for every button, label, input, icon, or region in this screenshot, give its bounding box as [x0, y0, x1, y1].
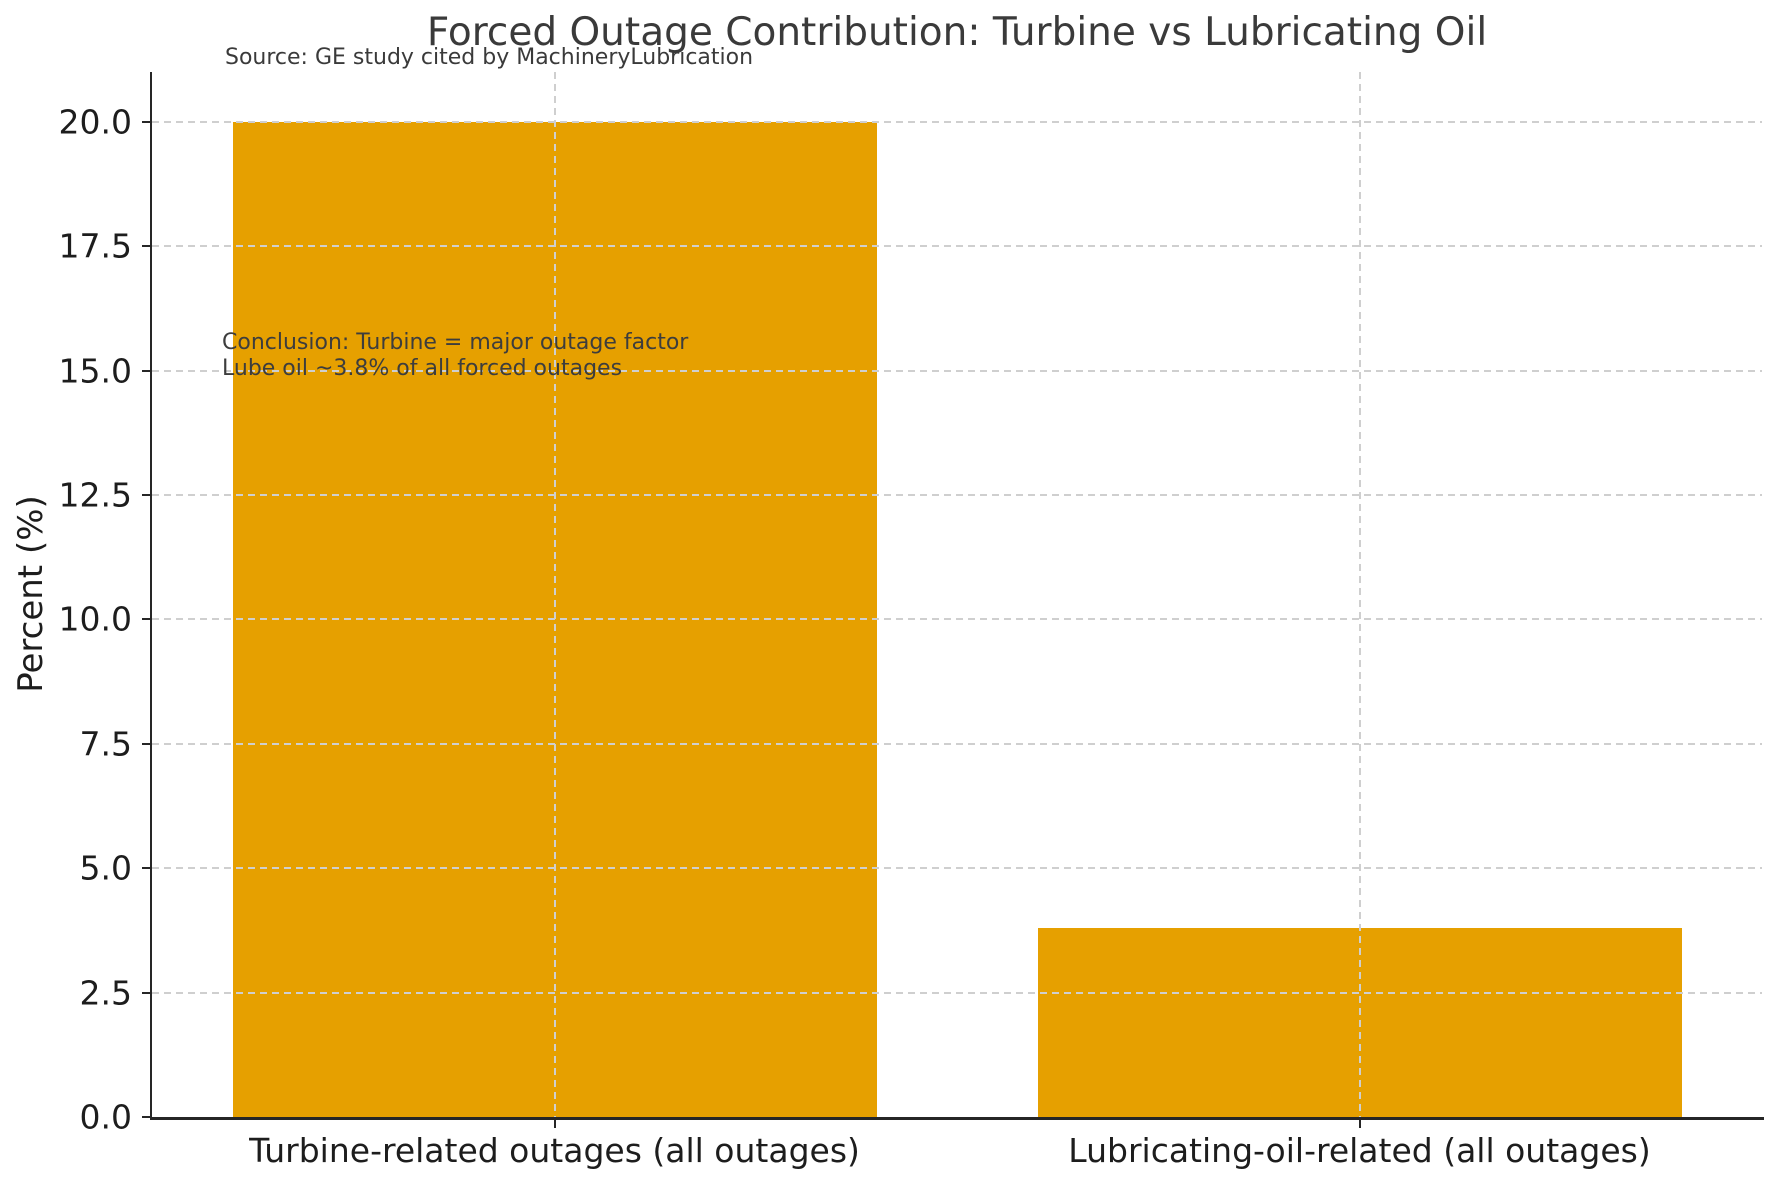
y-tick-mark-12.5 — [142, 493, 151, 496]
y-tick-mark-17.5 — [142, 245, 151, 248]
y-tick-mark-0.0 — [142, 1116, 151, 1118]
gridline-y-12.5 — [152, 493, 1762, 496]
source-note: Source: GE study cited by MachineryLubri… — [225, 45, 754, 70]
y-tick-mark-7.5 — [142, 742, 151, 745]
y-axis-spine — [150, 72, 152, 1120]
gridline-y-10.0 — [152, 618, 1762, 621]
y-axis-label: Percent (%) — [11, 495, 51, 693]
annotation: Conclusion: Turbine = major outage facto… — [222, 330, 688, 382]
y-tick-label-20.0: 20.0 — [58, 102, 132, 142]
y-tick-label-0.0: 0.0 — [79, 1097, 132, 1137]
annotation-line-2: Lube oil ~3.8% of all forced outages — [222, 356, 623, 381]
gridline-y-2.5 — [152, 991, 1762, 994]
x-tick-mark-0 — [553, 1117, 556, 1128]
y-tick-label-17.5: 17.5 — [58, 226, 132, 266]
gridline-x-1 — [1358, 72, 1361, 1117]
gridline-y-17.5 — [152, 245, 1762, 248]
y-tick-mark-20.0 — [142, 120, 151, 123]
annotation-line-1: Conclusion: Turbine = major outage facto… — [222, 330, 689, 355]
y-tick-label-7.5: 7.5 — [79, 724, 132, 764]
y-tick-label-2.5: 2.5 — [79, 973, 132, 1013]
x-axis-spine — [150, 1117, 1764, 1120]
x-tick-mark-1 — [1358, 1117, 1361, 1128]
y-tick-mark-10.0 — [142, 618, 151, 621]
y-tick-label-12.5: 12.5 — [58, 475, 132, 515]
chart-title: Forced Outage Contribution: Turbine vs L… — [426, 10, 1488, 55]
y-tick-label-5.0: 5.0 — [79, 848, 132, 888]
gridline-y-5.0 — [152, 867, 1762, 870]
gridline-y-15.0 — [152, 369, 1762, 372]
x-tick-label-0: Turbine-related outages (all outages) — [249, 1131, 860, 1170]
x-tick-label-1: Lubricating-oil-related (all outages) — [1068, 1131, 1651, 1170]
y-tick-label-15.0: 15.0 — [58, 351, 132, 391]
y-tick-label-10.0: 10.0 — [58, 599, 132, 639]
y-tick-mark-2.5 — [142, 991, 151, 994]
gridline-y-20.0 — [152, 120, 1762, 123]
y-tick-mark-15.0 — [142, 369, 151, 372]
gridline-y-7.5 — [152, 742, 1762, 745]
y-tick-mark-5.0 — [142, 867, 151, 870]
gridline-x-0 — [553, 72, 556, 1117]
plot-area: Conclusion: Turbine = major outage facto… — [59, 72, 1762, 1170]
